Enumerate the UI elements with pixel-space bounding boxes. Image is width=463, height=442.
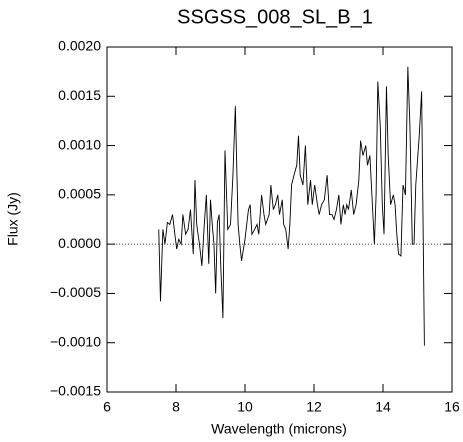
data-line <box>158 66 425 346</box>
y-axis-label: Flux (Jy) <box>5 192 21 246</box>
x-tick-label: 12 <box>306 399 322 415</box>
x-tick-label: 6 <box>103 399 111 415</box>
x-axis-label: Wavelength (microns) <box>211 421 347 437</box>
plot-frame <box>106 46 453 393</box>
x-tick-label: 8 <box>172 399 180 415</box>
x-tick-label: 10 <box>237 399 253 415</box>
x-tick-label: 16 <box>444 399 460 415</box>
x-tick-label: 14 <box>375 399 391 415</box>
y-tick-label: 0.0005 <box>58 186 101 202</box>
chart-title: SSGSS_008_SL_B_1 <box>177 6 373 28</box>
y-tick-label: 0.0000 <box>58 235 101 251</box>
y-tick-label: −0.0010 <box>50 333 101 349</box>
y-tick-label: 0.0015 <box>58 87 101 103</box>
y-tick-label: 0.0010 <box>58 136 101 152</box>
y-tick-label: −0.0005 <box>50 284 101 300</box>
y-tick-label: −0.0015 <box>50 383 101 399</box>
y-tick-label: 0.0020 <box>58 38 101 54</box>
